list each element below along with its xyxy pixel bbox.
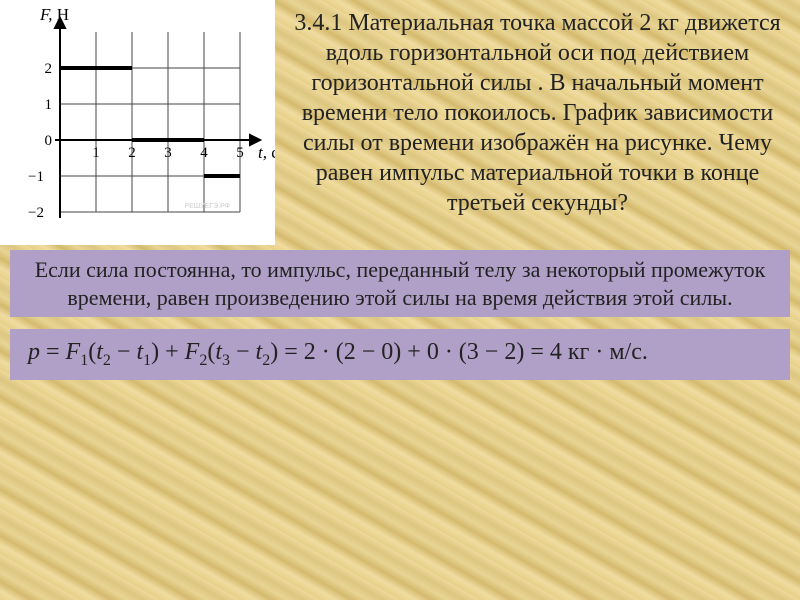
x-axis-label: t, с <box>258 143 275 162</box>
slide: 1 2 3 4 5 2 1 0 −1 −2 F, Н t, с <box>0 0 800 600</box>
force-time-graph: 1 2 3 4 5 2 1 0 −1 −2 F, Н t, с <box>0 0 275 245</box>
y-axis-label: F, Н <box>39 5 69 24</box>
svg-text:4: 4 <box>200 145 208 161</box>
top-section: 1 2 3 4 5 2 1 0 −1 −2 F, Н t, с <box>0 0 800 245</box>
formula-p: p <box>28 339 40 365</box>
problem-text: 3.4.1 Материальная точка массой 2 кг дви… <box>275 0 800 226</box>
graph-container: 1 2 3 4 5 2 1 0 −1 −2 F, Н t, с <box>0 0 275 245</box>
svg-text:2: 2 <box>45 61 53 77</box>
svg-text:1: 1 <box>92 145 100 161</box>
watermark: РЕШУЕГЭ.РФ <box>184 203 230 210</box>
svg-text:−2: −2 <box>28 205 44 221</box>
svg-text:2: 2 <box>128 145 136 161</box>
svg-text:1: 1 <box>45 97 53 113</box>
svg-text:5: 5 <box>236 145 244 161</box>
svg-text:0: 0 <box>45 133 53 149</box>
formula-F1: F <box>66 339 81 365</box>
svg-text:3: 3 <box>164 145 172 161</box>
explanation-box: Если сила постоянна, то импульс, передан… <box>10 250 790 317</box>
formula-box: p = F1(t2 − t1) + F2(t3 − t2) = 2 · (2 −… <box>10 329 790 380</box>
svg-text:−1: −1 <box>28 169 44 185</box>
